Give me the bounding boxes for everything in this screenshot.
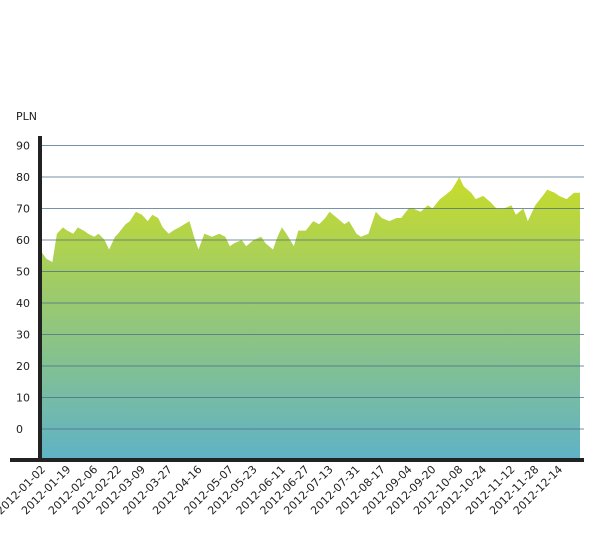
y-tick-label: 50 [16, 266, 30, 279]
y-tick-label: 80 [16, 171, 30, 184]
y-axis-ticks: 0 10 20 30 40 50 60 70 80 90 [16, 140, 30, 437]
y-tick-label: 10 [16, 392, 30, 405]
y-tick-label: 70 [16, 203, 30, 216]
y-tick-label: 90 [16, 140, 30, 153]
y-axis-unit-label: PLN [16, 110, 37, 123]
y-tick-label: 60 [16, 234, 30, 247]
area-series [42, 177, 580, 461]
x-axis-ticks: 2012-01-022012-01-192012-02-062012-02-22… [0, 463, 565, 517]
y-tick-label: 30 [16, 329, 30, 342]
y-tick-label: 20 [16, 360, 30, 373]
y-tick-label: 40 [16, 297, 30, 310]
y-tick-label: 0 [16, 423, 23, 436]
gridlines [40, 145, 584, 430]
